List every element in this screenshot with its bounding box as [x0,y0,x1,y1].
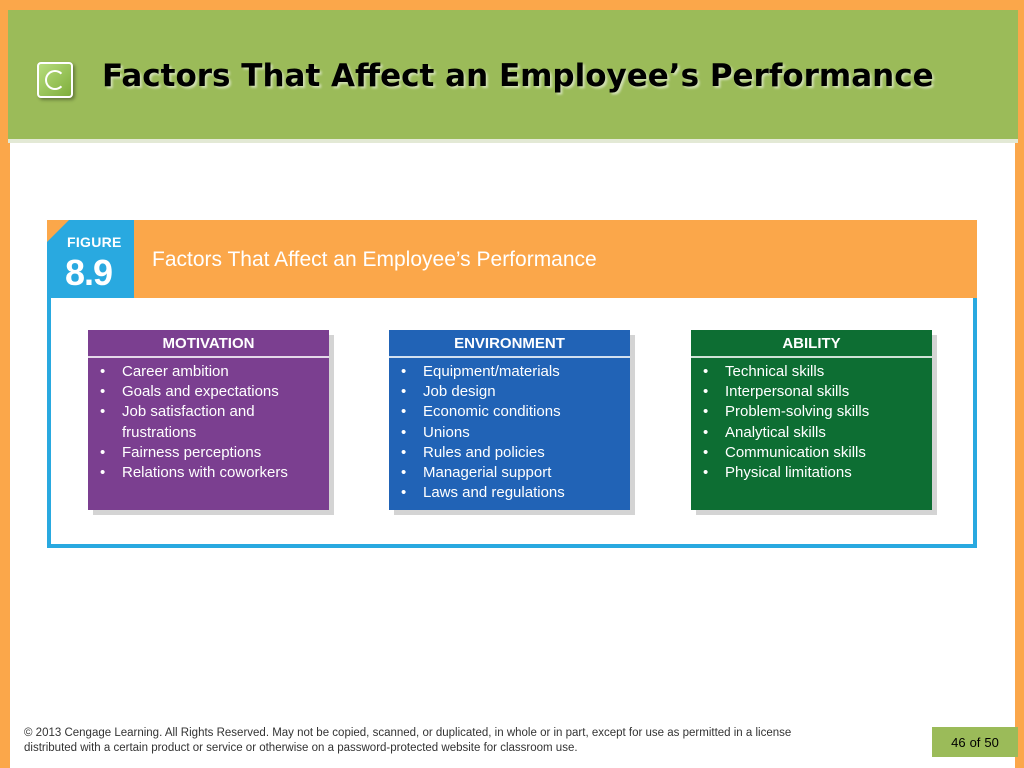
page-number-badge: 46 of 50 [932,727,1018,757]
environment-list: Equipment/materials Job design Economic … [389,358,630,515]
figure-label: FIGURE [67,234,122,250]
header-band [8,10,1018,143]
list-item: Technical skills [703,362,924,382]
list-item: Managerial support [401,463,622,483]
page-of: of [969,734,981,750]
list-item: Communication skills [703,443,924,463]
page-current: 46 [951,734,966,750]
list-item: Unions [401,423,622,443]
list-item: Job design [401,382,622,402]
list-item: Problem-solving skills [703,402,924,422]
list-item: Relations with coworkers [100,463,321,483]
figure-header [47,220,977,298]
list-item: Goals and expectations [100,382,321,402]
ability-box: ABILITY Technical skills Interpersonal s… [691,330,932,510]
figure-tag: FIGURE 8.9 [47,220,134,298]
list-item: Rules and policies [401,443,622,463]
list-item: Career ambition [100,362,321,382]
motivation-box: MOTIVATION Career ambition Goals and exp… [88,330,329,510]
copyright-notice: © 2013 Cengage Learning. All Rights Rese… [24,727,792,754]
list-item: Physical limitations [703,463,924,483]
slide-title: Factors That Affect an Employee’s Perfor… [102,58,934,94]
page-total: 50 [984,734,999,750]
list-item: Interpersonal skills [703,382,924,402]
list-item: Economic conditions [401,402,622,422]
motivation-heading: MOTIVATION [88,330,329,358]
figure-number: 8.9 [65,252,113,293]
list-item: Job satisfaction and frustrations [100,402,321,442]
ability-heading: ABILITY [691,330,932,358]
list-item: Laws and regulations [401,483,622,503]
environment-heading: ENVIRONMENT [389,330,630,358]
motivation-list: Career ambition Goals and expectations J… [88,358,329,495]
list-item: Analytical skills [703,423,924,443]
ability-list: Technical skills Interpersonal skills Pr… [691,358,932,495]
slide-bullet-icon [37,62,73,98]
environment-box: ENVIRONMENT Equipment/materials Job desi… [389,330,630,510]
figure-caption: Factors That Affect an Employee’s Perfor… [152,248,597,271]
list-item: Fairness perceptions [100,443,321,463]
list-item: Equipment/materials [401,362,622,382]
